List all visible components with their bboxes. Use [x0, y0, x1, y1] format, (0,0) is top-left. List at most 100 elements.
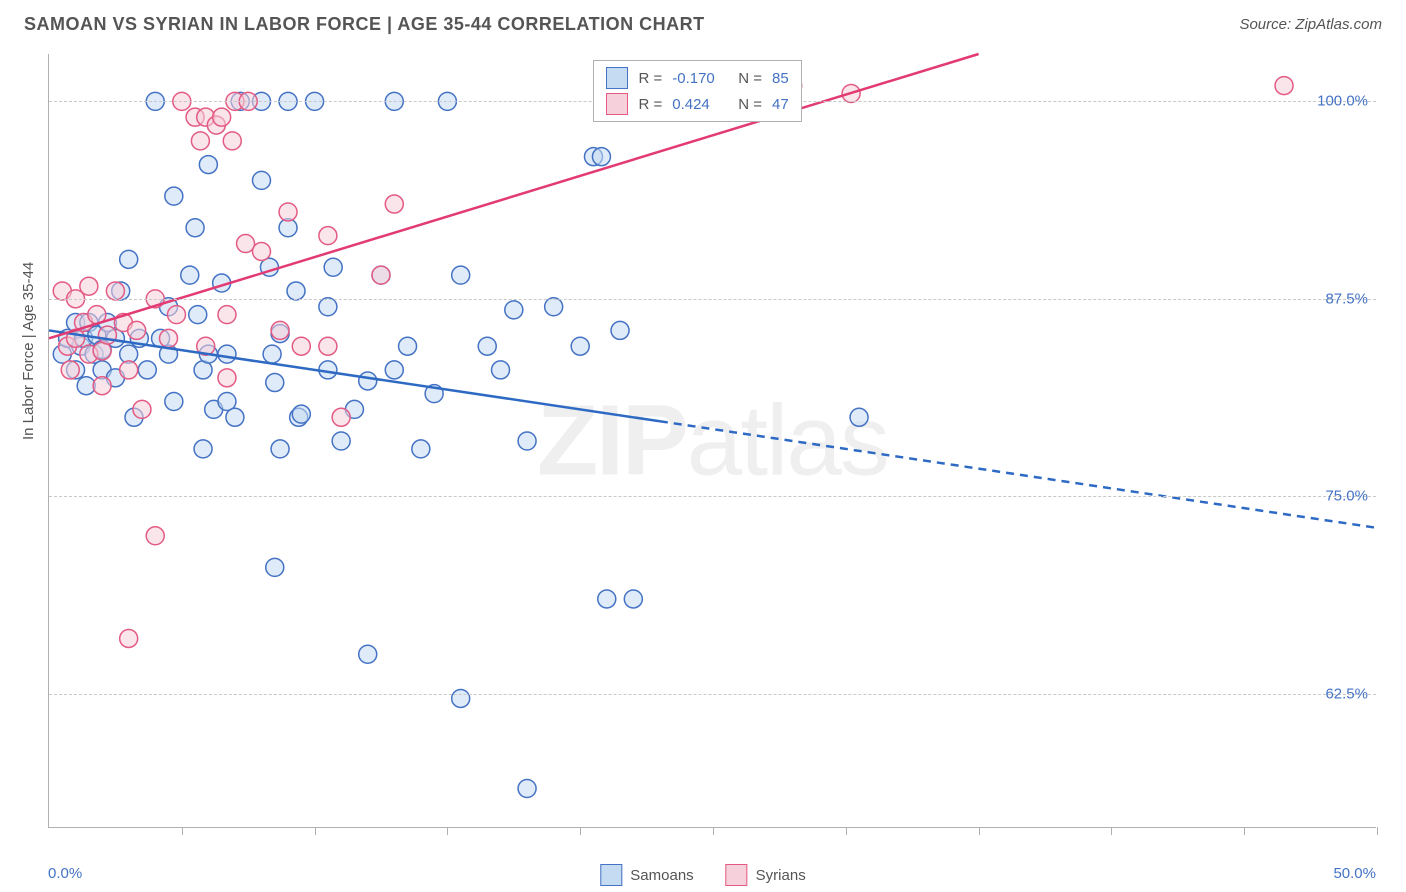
x-tick — [979, 827, 980, 835]
correlation-row: R = -0.170 N = 85 — [606, 67, 788, 89]
scatter-point — [279, 203, 297, 221]
grid-line — [49, 496, 1376, 497]
scatter-point — [287, 282, 305, 300]
correlation-box: R = -0.170 N = 85R = 0.424 N = 47 — [593, 60, 801, 122]
scatter-point — [93, 377, 111, 395]
scatter-point — [120, 629, 138, 647]
r-label: R = — [638, 70, 662, 87]
scatter-point — [271, 440, 289, 458]
legend-swatch — [600, 864, 622, 886]
legend-label: Samoans — [630, 867, 693, 884]
scatter-point — [319, 227, 337, 245]
source-label: Source: ZipAtlas.com — [1239, 16, 1382, 33]
scatter-point — [138, 361, 156, 379]
scatter-point — [181, 266, 199, 284]
chart-title: SAMOAN VS SYRIAN IN LABOR FORCE | AGE 35… — [24, 14, 705, 35]
scatter-point — [332, 432, 350, 450]
scatter-point — [120, 250, 138, 268]
scatter-point — [545, 298, 563, 316]
scatter-point — [292, 405, 310, 423]
scatter-point — [452, 266, 470, 284]
scatter-point — [399, 337, 417, 355]
y-axis-label: In Labor Force | Age 35-44 — [20, 262, 37, 440]
legend-swatch — [726, 864, 748, 886]
regression-line-dashed — [660, 421, 1377, 528]
scatter-point — [571, 337, 589, 355]
scatter-point — [319, 337, 337, 355]
scatter-point — [266, 374, 284, 392]
scatter-point — [263, 345, 281, 363]
scatter-point — [372, 266, 390, 284]
scatter-point — [1275, 77, 1293, 95]
scatter-point — [98, 326, 116, 344]
scatter-point — [146, 527, 164, 545]
scatter-point — [292, 337, 310, 355]
grid-line — [49, 299, 1376, 300]
scatter-point — [106, 282, 124, 300]
scatter-point — [252, 242, 270, 260]
scatter-point — [319, 298, 337, 316]
legend-item: Samoans — [600, 864, 693, 886]
correlation-row: R = 0.424N =47 — [606, 93, 788, 115]
r-value: 0.424 — [672, 96, 728, 113]
scatter-point — [160, 329, 178, 347]
scatter-point — [218, 345, 236, 363]
scatter-point — [505, 301, 523, 319]
x-tick — [713, 827, 714, 835]
scatter-point — [492, 361, 510, 379]
scatter-point — [252, 171, 270, 189]
scatter-point — [199, 156, 217, 174]
scatter-point — [452, 689, 470, 707]
scatter-point — [478, 337, 496, 355]
x-tick — [580, 827, 581, 835]
scatter-point — [324, 258, 342, 276]
legend-label: Syrians — [756, 867, 806, 884]
scatter-point — [191, 132, 209, 150]
n-value: 85 — [772, 70, 789, 87]
scatter-point — [226, 408, 244, 426]
n-label: N = — [738, 96, 762, 113]
scatter-point — [359, 645, 377, 663]
x-axis-label-min: 0.0% — [48, 865, 82, 882]
n-value: 47 — [772, 96, 789, 113]
plot-area: ZIPatlas 100.0%87.5%75.0%62.5%R =-0.170N… — [48, 54, 1376, 828]
scatter-point — [412, 440, 430, 458]
scatter-point — [167, 306, 185, 324]
correlation-swatch — [606, 93, 628, 115]
scatter-point — [194, 440, 212, 458]
scatter-point — [332, 408, 350, 426]
bottom-legend: Samoans Syrians — [600, 864, 805, 886]
scatter-point — [186, 219, 204, 237]
scatter-point — [518, 780, 536, 798]
scatter-point — [598, 590, 616, 608]
correlation-swatch — [606, 67, 628, 89]
scatter-point — [61, 361, 79, 379]
scatter-point — [385, 361, 403, 379]
scatter-point — [218, 369, 236, 387]
n-label: N = — [738, 70, 762, 87]
legend-item: Syrians — [726, 864, 806, 886]
scatter-point — [165, 187, 183, 205]
x-axis-label-max: 50.0% — [1333, 865, 1376, 882]
plot-svg — [49, 54, 1376, 827]
scatter-point — [385, 195, 403, 213]
scatter-point — [850, 408, 868, 426]
grid-line — [49, 694, 1376, 695]
y-tick-label: 100.0% — [1317, 93, 1368, 110]
y-tick-label: 75.0% — [1325, 488, 1368, 505]
scatter-point — [266, 558, 284, 576]
r-value: -0.170 — [672, 70, 728, 87]
scatter-point — [120, 361, 138, 379]
x-tick — [1244, 827, 1245, 835]
scatter-point — [359, 372, 377, 390]
x-tick — [447, 827, 448, 835]
x-tick — [846, 827, 847, 835]
scatter-point — [223, 132, 241, 150]
scatter-point — [133, 400, 151, 418]
scatter-point — [189, 306, 207, 324]
y-tick-label: 62.5% — [1325, 685, 1368, 702]
scatter-point — [592, 148, 610, 166]
scatter-point — [518, 432, 536, 450]
scatter-point — [80, 277, 98, 295]
scatter-point — [237, 235, 255, 253]
